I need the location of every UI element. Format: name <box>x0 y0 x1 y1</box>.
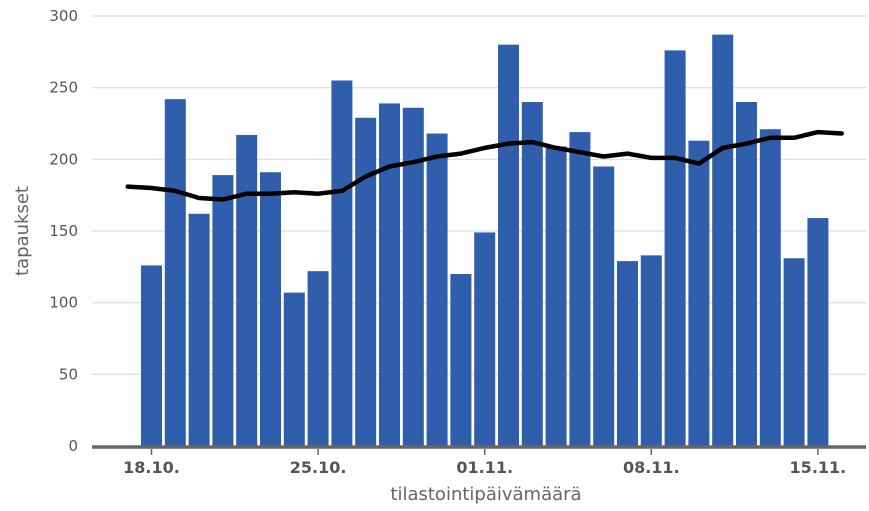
x-tick-label: 18.10. <box>123 458 180 477</box>
moving-average-layer <box>125 129 844 202</box>
bar <box>260 172 281 446</box>
bar <box>402 107 424 446</box>
bar <box>736 102 757 446</box>
bar <box>426 133 448 447</box>
bar <box>617 261 638 446</box>
bar <box>379 103 400 446</box>
y-tick-label: 300 <box>49 7 78 25</box>
x-axis-label: tilastointipäivämäärä <box>390 484 581 505</box>
y-axis-label: tapaukset <box>12 186 33 276</box>
bar <box>498 44 519 447</box>
bar <box>307 271 329 446</box>
y-tick-label: 150 <box>49 222 78 240</box>
bar <box>212 175 234 446</box>
y-tick-label: 50 <box>59 365 78 383</box>
bar <box>569 132 591 446</box>
x-tick-label: 25.10. <box>290 458 347 477</box>
bar <box>759 129 781 446</box>
bar <box>450 274 472 446</box>
bar <box>521 102 543 446</box>
bar <box>283 292 305 446</box>
x-tick-label: 01.11. <box>456 458 513 477</box>
bar <box>664 50 686 447</box>
moving-average-line <box>125 129 844 202</box>
x-tick-label: 15.11. <box>790 458 847 477</box>
bar <box>783 258 805 446</box>
bar <box>164 99 186 446</box>
bar <box>593 166 615 446</box>
bar <box>712 34 734 447</box>
bar <box>236 134 258 446</box>
y-tick-label: 0 <box>68 437 78 455</box>
y-tick-label: 200 <box>49 150 78 168</box>
bars <box>141 34 829 447</box>
y-tick-labels: 0 50 100 150 200 250 300 <box>49 7 78 455</box>
bar <box>141 265 162 446</box>
bar <box>355 117 377 447</box>
bar <box>331 80 353 446</box>
bar <box>640 255 662 446</box>
bar <box>807 218 829 446</box>
y-tick-label: 250 <box>49 79 78 97</box>
y-tick-label: 100 <box>49 294 78 312</box>
bar <box>545 146 567 446</box>
x-tick-labels: 18.10. 25.10. 01.11. 08.11. 15.11. <box>123 449 846 477</box>
x-tick-label: 08.11. <box>623 458 680 477</box>
bar <box>188 213 210 446</box>
bar <box>474 232 496 446</box>
bar <box>688 140 710 446</box>
